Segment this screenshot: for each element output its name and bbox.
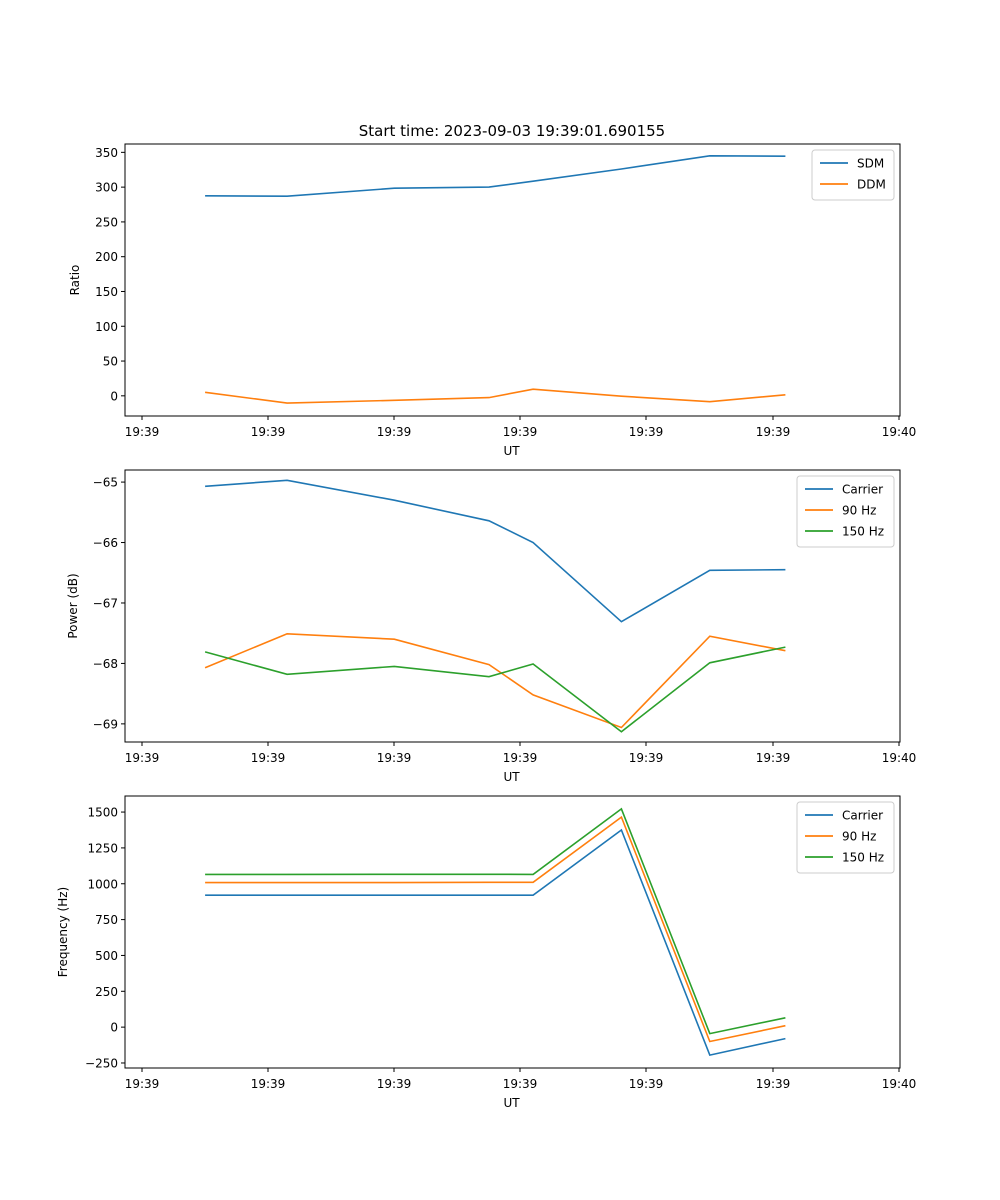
y-tick-label: 100 [95,320,118,334]
x-tick-label: 19:40 [882,1077,917,1091]
x-tick-label: 19:39 [125,1077,160,1091]
y-tick-label: 500 [95,949,118,963]
chart-panel-1: 19:39 19:39 19:39 19:39 19:39 19:39 19:40 0 50 10… [68,143,917,458]
series-line-150-hz [204,646,786,733]
x-tick-label: 19:39 [629,425,664,439]
x-tick-label: 19:39 [503,751,538,765]
y-tick-label: 250 [95,985,118,999]
x-tick-label: 19:39 [125,751,160,765]
y-tick-label: −250 [85,1056,118,1070]
x-tick-label: 19:40 [882,425,917,439]
x-tick-label: 19:39 [251,1077,286,1091]
y-tick-label: −67 [93,596,118,610]
legend [796,475,895,548]
legend-label: SDM [857,157,884,171]
y-tick-label: 1500 [87,806,118,820]
series-line-90-hz [204,632,786,729]
y-tick-label: −66 [93,536,118,550]
x-axis-label: UT [503,1096,520,1110]
legend-label: 90 Hz [842,504,876,518]
y-tick-label: −68 [93,657,118,671]
x-tick-label: 19:39 [125,425,160,439]
plot-area [124,143,901,417]
x-tick-label: 19:39 [377,1077,412,1091]
y-tick-label: 750 [95,913,118,927]
x-tick-label: 19:39 [251,425,286,439]
series-line-ddm [204,388,786,404]
y-tick-label: 300 [95,181,118,195]
series-line-90-hz [205,815,786,1043]
plot-area [124,795,901,1069]
figure-title: Start time: 2023-09-03 19:39:01.690155 [359,122,665,140]
series-line-carrier [205,828,786,1057]
series-line-sdm [205,154,786,198]
y-axis-label: Power (dB) [66,573,80,638]
x-tick-label: 19:39 [756,751,791,765]
x-tick-label: 19:39 [251,751,286,765]
y-tick-label: 1000 [87,877,118,891]
chart-panel-3: 19:39 19:39 19:39 19:39 19:39 19:39 19:40 −250 0… [56,795,917,1110]
legend-label: 150 Hz [842,525,884,539]
legend-label: Carrier [842,483,883,497]
x-tick-label: 19:39 [629,751,664,765]
legend-label: 150 Hz [842,851,884,865]
y-tick-label: −69 [93,717,118,731]
plot-area [124,469,901,743]
y-tick-label: 0 [110,389,118,403]
x-axis-label: UT [503,444,520,458]
x-tick-label: 19:39 [377,425,412,439]
y-axis-label: Ratio [68,265,82,296]
legend-label: 90 Hz [842,830,876,844]
y-tick-label: 350 [95,146,118,160]
y-axis-label: Frequency (Hz) [56,887,70,978]
legend [796,801,895,874]
y-tick-label: 1250 [87,841,118,855]
x-tick-label: 19:39 [503,425,538,439]
x-tick-label: 19:39 [377,751,412,765]
y-tick-label: 200 [95,250,118,264]
chart-panel-2: 19:39 19:39 19:39 19:39 19:39 19:39 19:40 −69 −6… [66,469,917,784]
x-tick-label: 19:39 [756,425,791,439]
series-line-carrier [205,479,786,623]
x-tick-label: 19:39 [503,1077,538,1091]
x-tick-label: 19:40 [882,751,917,765]
y-tick-label: −65 [93,476,118,490]
series-line-150-hz [205,807,786,1035]
y-tick-label: 250 [95,215,118,229]
y-tick-label: 150 [95,285,118,299]
y-tick-label: 50 [103,355,118,369]
y-tick-label: 0 [110,1021,118,1035]
x-tick-label: 19:39 [629,1077,664,1091]
legend-label: Carrier [842,809,883,823]
x-tick-label: 19:39 [756,1077,791,1091]
legend-label: DDM [857,178,886,192]
x-axis-label: UT [503,770,520,784]
